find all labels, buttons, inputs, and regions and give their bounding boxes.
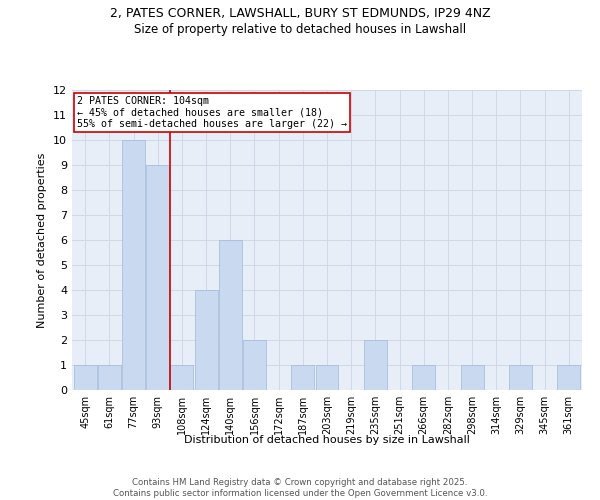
Bar [98, 365, 121, 390]
Bar [292, 365, 314, 390]
Bar [219, 240, 242, 390]
Bar [122, 140, 145, 390]
Bar [364, 340, 387, 390]
Bar [243, 340, 266, 390]
Text: Size of property relative to detached houses in Lawshall: Size of property relative to detached ho… [134, 22, 466, 36]
Bar [316, 365, 338, 390]
Text: 2 PATES CORNER: 104sqm
← 45% of detached houses are smaller (18)
55% of semi-det: 2 PATES CORNER: 104sqm ← 45% of detached… [77, 96, 347, 129]
Text: Contains HM Land Registry data © Crown copyright and database right 2025.
Contai: Contains HM Land Registry data © Crown c… [113, 478, 487, 498]
Text: 2, PATES CORNER, LAWSHALL, BURY ST EDMUNDS, IP29 4NZ: 2, PATES CORNER, LAWSHALL, BURY ST EDMUN… [110, 8, 490, 20]
Bar [461, 365, 484, 390]
Bar [146, 165, 169, 390]
Bar [557, 365, 580, 390]
Text: Distribution of detached houses by size in Lawshall: Distribution of detached houses by size … [184, 435, 470, 445]
Y-axis label: Number of detached properties: Number of detached properties [37, 152, 47, 328]
Bar [194, 290, 218, 390]
Bar [170, 365, 193, 390]
Bar [412, 365, 435, 390]
Bar [74, 365, 97, 390]
Bar [509, 365, 532, 390]
